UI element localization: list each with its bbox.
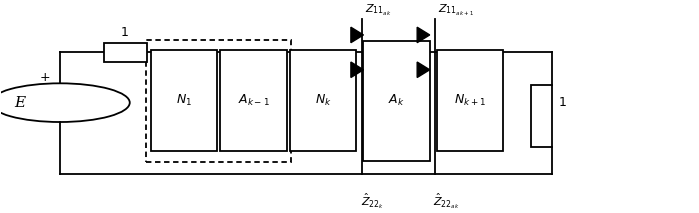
Text: $N_{k+1}$: $N_{k+1}$ [454, 93, 486, 108]
Bar [531, 85, 552, 147]
Bar [437, 50, 503, 151]
Bar [290, 50, 356, 151]
Bar [363, 41, 430, 161]
Text: $Z_{11_{ak}}$: $Z_{11_{ak}}$ [365, 3, 391, 17]
Text: 1: 1 [559, 96, 567, 109]
Text: $\hat{Z}_{22_{ak}}$: $\hat{Z}_{22_{ak}}$ [433, 192, 459, 211]
Bar [104, 43, 147, 62]
Text: $A_k$: $A_k$ [389, 93, 405, 108]
Text: $\hat{Z}_{22_{k}}$: $\hat{Z}_{22_{k}}$ [361, 192, 384, 211]
Polygon shape [351, 27, 363, 43]
Bar [146, 40, 291, 162]
Polygon shape [351, 62, 363, 78]
Text: 1: 1 [121, 26, 129, 39]
Text: $Z_{11_{ak+1}}$: $Z_{11_{ak+1}}$ [438, 3, 474, 17]
Bar [151, 50, 217, 151]
Text: $N_1$: $N_1$ [175, 93, 192, 108]
Polygon shape [417, 62, 430, 78]
Text: +: + [39, 71, 50, 84]
Polygon shape [417, 27, 430, 43]
Bar [220, 50, 287, 151]
Text: E: E [15, 96, 26, 110]
Text: $A_{k-1}$: $A_{k-1}$ [238, 93, 269, 108]
Text: $N_k$: $N_k$ [315, 93, 332, 108]
